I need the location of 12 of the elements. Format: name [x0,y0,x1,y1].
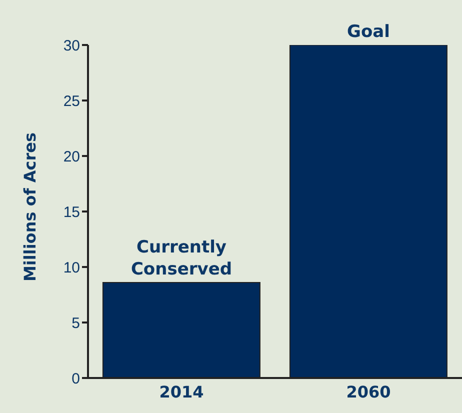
y-tick-label: 5 [72,314,80,332]
annotation: Currently Conserved [130,238,232,280]
y-tick-label: 30 [63,37,80,54]
y-axis-title: Millions of Acres [20,132,40,282]
y-tick-label: 0 [72,370,80,388]
y-tick-label: 15 [63,204,80,221]
y-tick-label: 25 [63,92,80,110]
annotation: Goal [347,22,390,42]
x-tick-label: 2014 [159,382,204,402]
y-tick-label: 10 [63,259,80,276]
y-tick-label: 20 [63,148,80,166]
x-tick-label: 2060 [346,382,391,402]
